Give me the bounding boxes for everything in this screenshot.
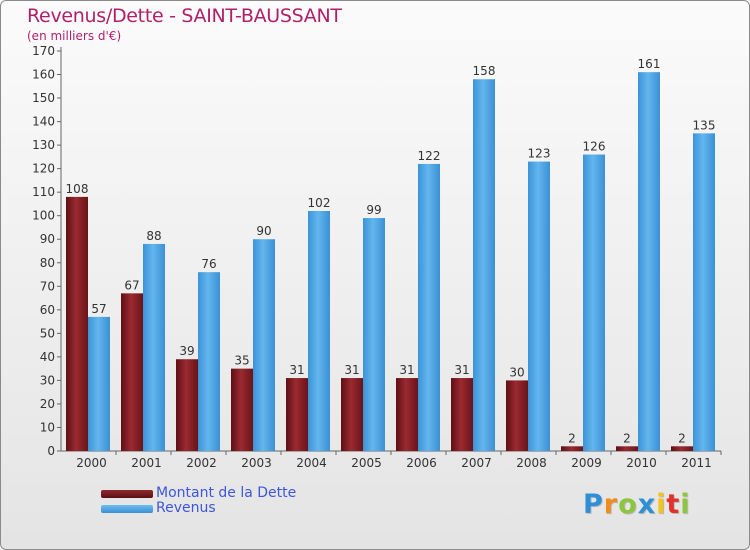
data-label-debt-2009: 2: [568, 431, 576, 445]
legend-label-debt: Montant de la Dette: [156, 485, 297, 501]
bar-debt-2011: [671, 446, 693, 451]
data-label-revenue-2004: 102: [308, 196, 331, 210]
data-labels: 108 57 67 88 39 76 35 90 31 102 31 99 31 122 31 158 30 12…: [66, 57, 716, 445]
y-tick-label: 60: [40, 303, 55, 317]
bar-revenue-2001: [143, 243, 165, 451]
y-tick-label: 170: [32, 44, 55, 58]
logo-letter: o: [618, 489, 638, 520]
data-label-debt-2005: 31: [344, 363, 359, 377]
y-tick-label: 10: [40, 420, 55, 434]
y-tick-label: 50: [40, 326, 55, 340]
bar-revenue-2006: [418, 163, 440, 452]
bar-debt-2000: [66, 196, 88, 451]
data-label-revenue-2007: 158: [473, 64, 496, 78]
logo-letter: i: [656, 489, 667, 520]
bars: [66, 72, 715, 452]
y-tick-label: 140: [32, 115, 55, 129]
x-tick-label: 2002: [186, 456, 217, 470]
y-tick-label: 150: [32, 91, 55, 105]
x-tick-label: 2005: [351, 456, 382, 470]
data-label-revenue-2002: 76: [201, 257, 216, 271]
x-tick-label: 2007: [461, 456, 492, 470]
data-label-revenue-2008: 123: [528, 147, 551, 161]
x-tick-label: 2006: [406, 456, 437, 470]
bar-revenue-2007: [473, 79, 495, 451]
proxiti-logo: Proxiti: [583, 489, 691, 520]
bar-revenue-2003: [253, 239, 275, 451]
chart-title: Revenus/Dette - SAINT-BAUSSANT: [27, 5, 342, 27]
data-label-revenue-2005: 99: [366, 203, 381, 217]
x-tick-label: 2009: [571, 456, 602, 470]
data-label-debt-2004: 31: [289, 363, 304, 377]
bar-revenue-2000: [88, 316, 110, 451]
bar-debt-2003: [231, 368, 253, 451]
y-tick-label: 30: [40, 373, 55, 387]
bar-debt-2002: [176, 359, 198, 451]
x-tick-label: 2008: [516, 456, 547, 470]
y-tick-label: 100: [32, 209, 55, 223]
y-tick-label: 40: [40, 350, 55, 364]
bar-debt-2007: [451, 378, 473, 451]
logo-letter: t: [666, 489, 681, 520]
y-tick-label: 90: [40, 232, 55, 246]
bar-revenue-2005: [363, 218, 385, 451]
bar-debt-2008: [506, 380, 528, 451]
data-label-debt-2002: 39: [179, 344, 194, 358]
y-tick-label: 0: [47, 444, 55, 458]
data-label-revenue-2006: 122: [418, 149, 441, 163]
x-tick-label: 2000: [76, 456, 107, 470]
bar-revenue-2010: [638, 72, 660, 452]
bar-debt-2005: [341, 378, 363, 451]
y-tick-label: 120: [32, 162, 55, 176]
y-tick-label: 130: [32, 138, 55, 152]
bar-debt-2004: [286, 378, 308, 451]
bar-debt-2010: [616, 446, 638, 451]
x-tick-label: 2004: [296, 456, 327, 470]
y-tick-label: 80: [40, 256, 55, 270]
bar-debt-2001: [121, 293, 143, 451]
y-tick-label: 70: [40, 279, 55, 293]
y-tick-label: 110: [32, 185, 55, 199]
bar-revenue-2009: [583, 154, 605, 451]
x-tick-label: 2011: [681, 456, 712, 470]
data-label-debt-2007: 31: [454, 363, 469, 377]
logo-letter: r: [603, 489, 619, 520]
y-tick-label: 20: [40, 397, 55, 411]
legend-swatch-debt: [101, 490, 153, 498]
bar-revenue-2002: [198, 272, 220, 451]
data-label-revenue-2010: 161: [638, 57, 661, 71]
data-label-revenue-2011: 135: [693, 118, 716, 132]
data-label-revenue-2009: 126: [583, 140, 606, 154]
data-label-debt-2003: 35: [234, 354, 249, 368]
data-label-debt-2001: 67: [124, 278, 139, 292]
data-label-debt-2010: 2: [623, 431, 631, 445]
bar-revenue-2011: [693, 133, 715, 451]
bar-revenue-2008: [528, 161, 550, 451]
axes: 0 10 20 30 40 50 60 70 80 90 100 110 120 130 140 150 160…: [32, 44, 722, 470]
x-tick-label: 2010: [626, 456, 657, 470]
y-tick-label: 160: [32, 68, 55, 82]
bar-debt-2009: [561, 446, 583, 451]
bar-revenue-2004: [308, 211, 330, 451]
x-tick-label: 2003: [241, 456, 272, 470]
logo-letter: x: [637, 489, 657, 520]
bar-debt-2006: [396, 378, 418, 451]
data-label-debt-2008: 30: [509, 365, 524, 379]
data-label-debt-2006: 31: [399, 363, 414, 377]
legend-swatch-revenue: [101, 505, 153, 513]
x-tick-label: 2001: [131, 456, 162, 470]
data-label-debt-2011: 2: [678, 431, 686, 445]
data-label-revenue-2003: 90: [256, 224, 271, 238]
data-label-revenue-2000: 57: [91, 302, 106, 316]
data-label-revenue-2001: 88: [146, 229, 161, 243]
logo-letter: P: [583, 489, 604, 520]
chart-subtitle: (en milliers d'€): [27, 29, 122, 43]
logo-letter: i: [680, 489, 691, 520]
legend-label-revenue: Revenus: [156, 500, 216, 516]
data-label-debt-2000: 108: [66, 182, 89, 196]
